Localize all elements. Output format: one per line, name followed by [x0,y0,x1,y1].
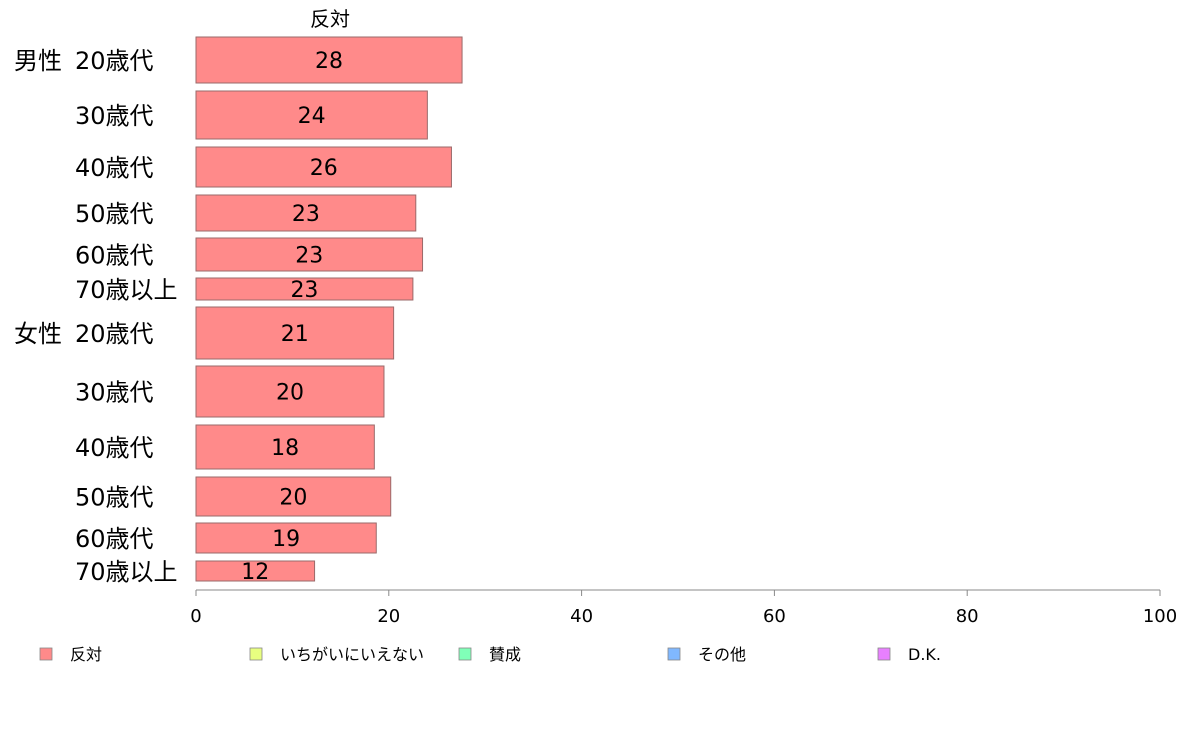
legend-label: いちがいにいえない [280,645,424,664]
row-label: 40歳代 [75,154,154,182]
row-label: 70歳以上 [75,558,178,586]
row-label: 60歳代 [75,525,154,553]
x-tick-label: 60 [763,606,786,627]
bar [195,146,452,188]
legend: 反対 いちがいにいえない 賛成 その他 D.K. [39,645,941,664]
data-label: 23 [290,278,318,303]
row-label: 20歳代 [75,320,154,348]
row-label: 70歳以上 [75,276,178,304]
data-label: 18 [271,436,299,461]
data-label: 19 [272,527,300,552]
bar [195,36,463,84]
legend-label: その他 [698,645,746,664]
x-tick-label: 20 [377,606,400,627]
bar [195,522,377,554]
data-label: 12 [241,560,269,585]
row-label: 20歳代 [75,47,154,75]
data-label: 21 [281,322,309,347]
bar [195,90,428,140]
data-label: 20 [279,486,307,511]
row-label: 30歳代 [75,102,154,130]
bar [195,476,392,517]
legend-swatch [39,647,53,661]
x-axis: 0 20 40 60 80 100 [190,589,1177,627]
bar [195,277,414,301]
bars-area: 男性 20歳代 28 30歳代 24 40歳代 26 50歳代 23 60歳代 23 70歳以上 23 女… [14,36,463,586]
bar [195,306,395,360]
x-tick-label: 0 [190,606,201,627]
data-label: 20 [276,381,304,406]
row-label: 50歳代 [75,484,154,512]
legend-label: D.K. [908,645,941,664]
bar [195,194,417,232]
legend-swatch [877,647,891,661]
data-label: 26 [310,156,338,181]
group-label: 女性 [14,320,62,348]
x-tick-label: 80 [956,606,979,627]
bar [195,365,385,418]
row-label: 30歳代 [75,379,154,407]
data-label: 23 [292,202,320,227]
x-tick-label: 40 [570,606,593,627]
legend-swatch [249,647,263,661]
x-tick-label: 100 [1143,606,1177,627]
group-label: 男性 [14,47,62,75]
row-label: 60歳代 [75,242,154,270]
bar [195,237,424,272]
series-column-title: 反対 [310,7,350,31]
bar [195,424,375,470]
legend-swatch [667,647,681,661]
data-label: 23 [295,244,323,269]
row-label: 50歳代 [75,200,154,228]
row-label: 40歳代 [75,434,154,462]
legend-label: 反対 [70,645,102,664]
data-label: 24 [298,104,326,129]
bar [195,560,316,582]
legend-label: 賛成 [489,645,521,664]
legend-swatch [458,647,472,661]
data-label: 28 [315,49,343,74]
